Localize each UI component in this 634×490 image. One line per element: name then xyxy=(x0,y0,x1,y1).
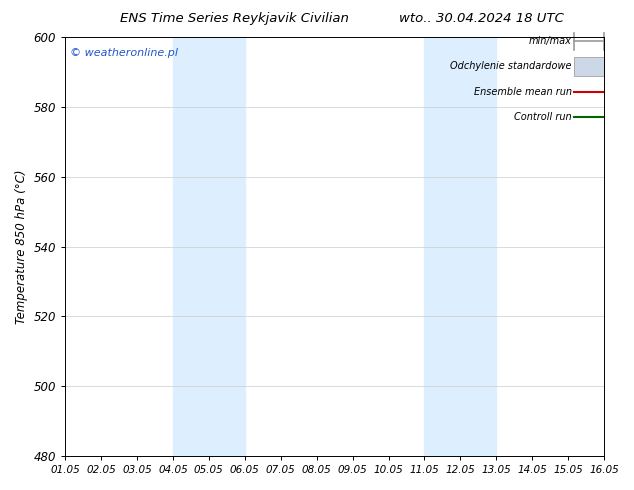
Text: Controll run: Controll run xyxy=(514,112,572,122)
Text: min/max: min/max xyxy=(529,36,572,47)
Y-axis label: Temperature 850 hPa (°C): Temperature 850 hPa (°C) xyxy=(15,170,28,324)
Text: © weatheronline.pl: © weatheronline.pl xyxy=(70,48,179,58)
Text: Odchylenie standardowe: Odchylenie standardowe xyxy=(450,61,572,72)
Text: ENS Time Series Reykjavik Civilian: ENS Time Series Reykjavik Civilian xyxy=(120,12,349,25)
Text: Ensemble mean run: Ensemble mean run xyxy=(474,87,572,97)
Bar xyxy=(574,57,604,75)
Bar xyxy=(173,37,245,456)
Text: wto.. 30.04.2024 18 UTC: wto.. 30.04.2024 18 UTC xyxy=(399,12,564,25)
Bar xyxy=(424,37,496,456)
